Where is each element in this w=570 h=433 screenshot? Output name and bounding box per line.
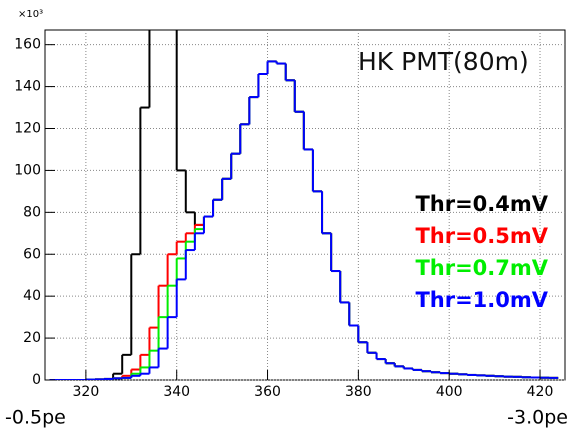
legend-entry: Thr=1.0mV bbox=[415, 288, 548, 312]
y-tick-label: 0 bbox=[32, 372, 41, 388]
legend-entry: Thr=0.7mV bbox=[415, 256, 548, 280]
chart-title: HK PMT(80m) bbox=[358, 47, 529, 76]
annotation: -0.5pe bbox=[5, 407, 66, 429]
legend-entry: Thr=0.4mV bbox=[415, 192, 548, 216]
x-tick-label: 400 bbox=[436, 384, 463, 400]
y-tick-label: 140 bbox=[14, 79, 41, 95]
x-tick-label: 320 bbox=[73, 384, 100, 400]
y-tick-label: 40 bbox=[23, 288, 41, 304]
annotation: -3.0pe bbox=[507, 407, 568, 429]
y-tick-label: 100 bbox=[14, 162, 41, 178]
y-tick-label: 20 bbox=[23, 330, 41, 346]
x-tick-label: 380 bbox=[345, 384, 372, 400]
x-tick-label: 340 bbox=[163, 384, 190, 400]
y-tick-label: 120 bbox=[14, 121, 41, 137]
y-multiplier: ×10³ bbox=[18, 9, 43, 20]
x-tick-label: 360 bbox=[254, 384, 281, 400]
y-tick-label: 160 bbox=[14, 37, 41, 53]
series bbox=[49, 60, 559, 380]
y-tick-label: 80 bbox=[23, 204, 41, 220]
y-tick-label: 60 bbox=[23, 246, 41, 262]
x-tick-label: 420 bbox=[527, 384, 554, 400]
legend-entry: Thr=0.5mV bbox=[415, 224, 548, 248]
